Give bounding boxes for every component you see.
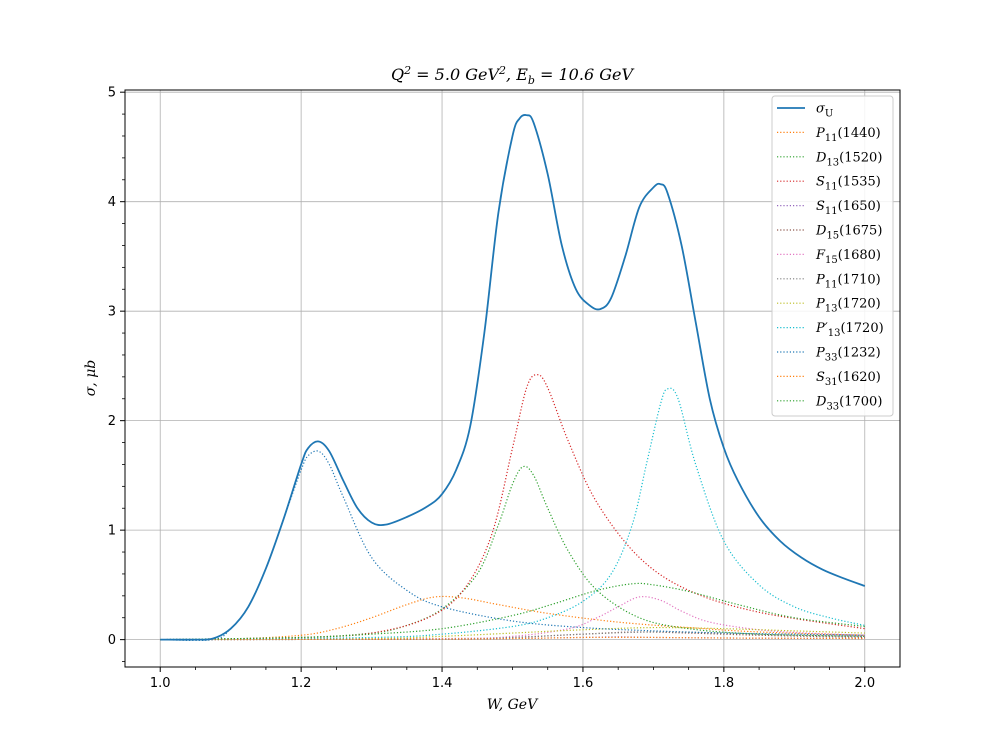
series-line-1 — [160, 595, 865, 641]
y-tick-label: 2 — [108, 414, 116, 429]
series-line-11 — [160, 636, 865, 641]
series-line-0 — [160, 114, 866, 641]
legend-entry: S11(1535) — [816, 175, 881, 193]
legend-entry: P11(1710) — [815, 272, 881, 290]
x-tick-label: 1.6 — [573, 676, 594, 691]
legend-entry: P33(1232) — [815, 346, 881, 364]
legend-box — [771, 95, 894, 417]
series-line-12 — [160, 582, 865, 641]
x-tick-label: 1.8 — [714, 676, 735, 691]
x-tick-label: 1.0 — [150, 676, 171, 691]
y-tick-label: 3 — [108, 305, 116, 320]
series-line-8 — [160, 626, 865, 641]
chart-title: Q2 = 5.0 GeV2, Eb = 10.6 GeV — [391, 64, 634, 87]
x-tick-label: 2.0 — [854, 676, 875, 691]
y-tick-label: 4 — [108, 195, 116, 210]
legend-entry: S11(1650) — [816, 199, 881, 217]
legend-entry: P13(1720) — [815, 297, 881, 315]
legend-entry: D33(1700) — [815, 394, 882, 412]
y-tick-label: 5 — [108, 86, 116, 101]
x-axis: 1.0 1.2 1.4 1.6 1.8 2.0 — [150, 667, 875, 691]
x-tick-label: 1.4 — [432, 676, 453, 691]
legend-entry: P11(1440) — [815, 126, 881, 144]
series-line-2 — [160, 465, 865, 641]
legend-entry: D15(1675) — [815, 224, 882, 242]
y-tick-label: 0 — [108, 633, 116, 648]
legend: σU P11(1440) D13(1520) S11(1535) S11(1650) D1… — [771, 95, 894, 417]
legend-entry: F15(1680) — [815, 248, 881, 266]
y-axis: 0 1 2 3 4 5 — [108, 86, 125, 662]
x-axis-label: W, GeV — [487, 697, 539, 713]
series-line-10 — [160, 450, 865, 642]
y-axis-label: σ, μb — [83, 360, 99, 397]
series-lines — [160, 114, 866, 642]
series-line-9 — [160, 387, 865, 641]
series-line-7 — [160, 631, 865, 641]
legend-entry: S31(1620) — [816, 370, 881, 388]
legend-entry: P′13(1720) — [815, 321, 884, 339]
legend-entry: D13(1520) — [815, 150, 882, 168]
x-tick-label: 1.2 — [291, 676, 312, 691]
y-tick-label: 1 — [108, 524, 116, 539]
series-line-3 — [160, 374, 865, 641]
legend-entry: σU — [816, 102, 833, 120]
